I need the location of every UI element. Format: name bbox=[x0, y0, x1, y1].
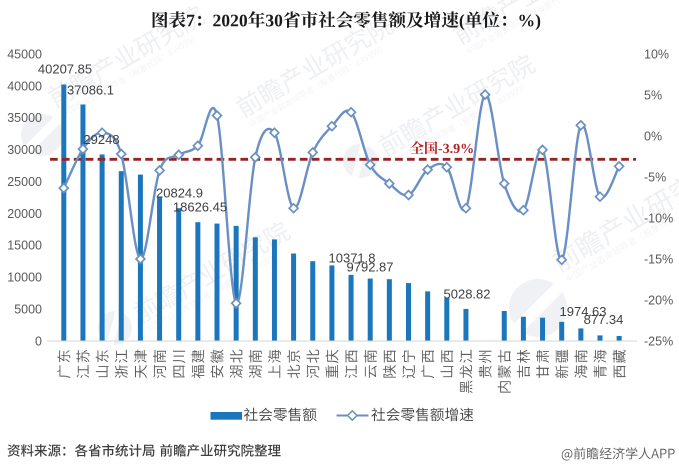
svg-text:35000: 35000 bbox=[7, 111, 42, 125]
svg-text:40207.85: 40207.85 bbox=[38, 62, 92, 77]
svg-text:10000: 10000 bbox=[7, 271, 42, 285]
svg-text:20824.9: 20824.9 bbox=[156, 186, 203, 201]
svg-text:1974.63: 1974.63 bbox=[560, 304, 607, 319]
svg-text:0: 0 bbox=[35, 334, 42, 348]
svg-text:877.34: 877.34 bbox=[584, 312, 624, 327]
svg-text:20000: 20000 bbox=[7, 207, 42, 221]
svg-text:-15%: -15% bbox=[644, 252, 673, 266]
svg-text:29248: 29248 bbox=[83, 132, 119, 147]
svg-text:30000: 30000 bbox=[7, 143, 42, 157]
svg-text:37086.1: 37086.1 bbox=[67, 83, 114, 98]
svg-text:-10%: -10% bbox=[644, 211, 673, 225]
svg-text:0%: 0% bbox=[644, 129, 662, 143]
svg-text:5028.82: 5028.82 bbox=[444, 286, 491, 301]
svg-text:18626.45: 18626.45 bbox=[173, 200, 227, 215]
svg-text:9792.87: 9792.87 bbox=[347, 260, 394, 275]
svg-text:-20%: -20% bbox=[644, 293, 673, 307]
svg-text:45000: 45000 bbox=[7, 47, 42, 61]
svg-text:10%: 10% bbox=[644, 47, 669, 61]
svg-text:25000: 25000 bbox=[7, 175, 42, 189]
svg-text:-5%: -5% bbox=[644, 170, 666, 184]
svg-text:5%: 5% bbox=[644, 88, 662, 102]
svg-text:5000: 5000 bbox=[14, 303, 42, 317]
svg-text:-25%: -25% bbox=[644, 334, 673, 348]
svg-text:15000: 15000 bbox=[7, 239, 42, 253]
svg-text:40000: 40000 bbox=[7, 79, 42, 93]
svg-text:10371.8: 10371.8 bbox=[329, 251, 376, 266]
